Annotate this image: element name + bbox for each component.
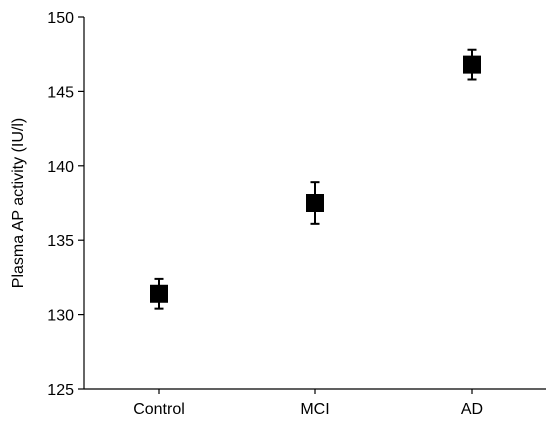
y-tick-label: 125 <box>47 382 74 399</box>
y-tick-label: 130 <box>47 308 74 325</box>
x-tick-label-mci: MCI <box>300 401 329 418</box>
y-axis-title: Plasma AP activity (IU/l) <box>10 118 27 288</box>
y-tick-label: 140 <box>47 159 74 176</box>
data-marker-ad <box>463 55 481 74</box>
data-marker-control <box>150 284 168 303</box>
data-marker-mci <box>306 194 324 212</box>
x-ticks: Control MCI AD <box>133 389 483 418</box>
y-ticks: 125 130 135 140 145 150 <box>47 10 84 399</box>
x-tick-label-ad: AD <box>461 401 483 418</box>
y-tick-label: 145 <box>47 84 74 101</box>
y-tick-label: 150 <box>47 10 74 27</box>
data-markers <box>150 48 481 310</box>
y-tick-label: 135 <box>47 233 74 250</box>
x-tick-label-control: Control <box>133 401 185 418</box>
